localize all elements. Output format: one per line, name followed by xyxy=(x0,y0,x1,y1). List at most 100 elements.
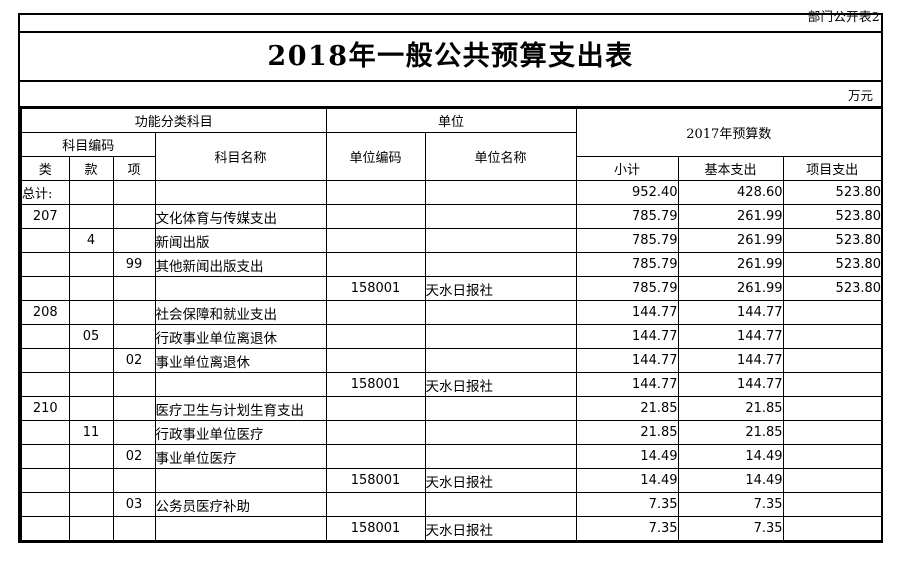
cell-unit-code: 158001 xyxy=(325,372,426,397)
header-subtotal: 小计 xyxy=(575,156,679,181)
budget-table: 功能分类科目 单位 2017年预算数 科目编码 科目名称 单位编码 单位名称 类… xyxy=(19,108,884,541)
cell-subtotal: 14.49 xyxy=(575,468,679,493)
cell-lei: 207 xyxy=(20,204,70,229)
cell-kuan xyxy=(68,348,114,373)
cell-project-expenditure xyxy=(782,444,884,469)
cell-subtotal: 144.77 xyxy=(575,372,679,397)
cell-project-expenditure xyxy=(782,468,884,493)
cell-kuan xyxy=(68,516,114,541)
header-basic-expenditure: 基本支出 xyxy=(677,156,784,181)
cell-kuan: 11 xyxy=(68,420,114,445)
cell-basic-expenditure: 144.77 xyxy=(677,324,784,349)
report-frame: 2018年一般公共预算支出表 万元 功能分类科目 单位 201 xyxy=(18,13,884,543)
cell-subtotal: 785.79 xyxy=(575,252,679,277)
cell-unit-name: 天水日报社 xyxy=(424,516,577,541)
cell-unit-name: 天水日报社 xyxy=(424,372,577,397)
header-unit-code: 单位编码 xyxy=(325,132,426,181)
cell-basic-expenditure: 14.49 xyxy=(677,444,784,469)
cell-subject-name: 新闻出版 xyxy=(154,228,327,253)
table-row: 208 社会保障和就业支出 144.77 144.77 xyxy=(20,300,884,325)
header-xiang: 项 xyxy=(112,156,156,181)
cell-xiang xyxy=(112,420,156,445)
table-row: 158001 天水日报社 7.35 7.35 xyxy=(20,516,884,541)
cell-kuan xyxy=(68,372,114,397)
cell-subtotal: 7.35 xyxy=(575,516,679,541)
cell-subject-name: 行政事业单位医疗 xyxy=(154,420,327,445)
cell-lei xyxy=(20,228,70,253)
cell-unit-code xyxy=(325,492,426,517)
cell-unit-name xyxy=(424,180,577,205)
cell-kuan xyxy=(68,396,114,421)
cell-basic-expenditure: 7.35 xyxy=(677,516,784,541)
cell-lei: 208 xyxy=(20,300,70,325)
unit-note: 万元 xyxy=(847,87,873,103)
top-spacer-band xyxy=(20,15,881,33)
table-head: 功能分类科目 单位 2017年预算数 科目编码 科目名称 单位编码 单位名称 类… xyxy=(19,108,884,181)
cell-unit-name: 天水日报社 xyxy=(424,276,577,301)
cell-subject-name: 公务员医疗补助 xyxy=(154,492,327,517)
cell-project-expenditure: 523.80 xyxy=(782,276,884,301)
cell-lei: 总计: xyxy=(20,180,70,205)
table-row: 03 公务员医疗补助 7.35 7.35 xyxy=(20,492,884,517)
cell-kuan xyxy=(68,252,114,277)
cell-lei xyxy=(20,492,70,517)
header-subject-name: 科目名称 xyxy=(154,132,327,181)
cell-xiang xyxy=(112,180,156,205)
cell-subtotal: 144.77 xyxy=(575,348,679,373)
cell-basic-expenditure: 428.60 xyxy=(677,180,784,205)
cell-basic-expenditure: 14.49 xyxy=(677,468,784,493)
cell-basic-expenditure: 261.99 xyxy=(677,228,784,253)
cell-unit-code xyxy=(325,324,426,349)
cell-unit-code: 158001 xyxy=(325,276,426,301)
cell-xiang xyxy=(112,300,156,325)
cell-basic-expenditure: 144.77 xyxy=(677,348,784,373)
cell-subtotal: 7.35 xyxy=(575,492,679,517)
cell-subject-name xyxy=(154,180,327,205)
cell-kuan: 4 xyxy=(68,228,114,253)
header-row-sub: 科目编码 科目名称 单位编码 单位名称 xyxy=(20,132,882,181)
cell-kuan xyxy=(68,180,114,205)
cell-xiang: 03 xyxy=(112,492,156,517)
cell-unit-code xyxy=(325,300,426,325)
cell-unit-code xyxy=(325,228,426,253)
header-kuan: 款 xyxy=(68,156,114,181)
cell-unit-name xyxy=(424,228,577,253)
cell-kuan xyxy=(68,276,114,301)
cell-unit-name xyxy=(424,396,577,421)
header-project-expenditure: 项目支出 xyxy=(782,156,884,181)
table-row: 总计: 952.40 428.60 523.80 xyxy=(20,180,884,205)
cell-xiang xyxy=(112,372,156,397)
cell-unit-name xyxy=(424,420,577,445)
cell-subtotal: 785.79 xyxy=(575,276,679,301)
cell-basic-expenditure: 261.99 xyxy=(677,252,784,277)
cell-subtotal: 952.40 xyxy=(575,180,679,205)
cell-basic-expenditure: 21.85 xyxy=(677,420,784,445)
cell-project-expenditure xyxy=(782,396,884,421)
cell-lei xyxy=(20,252,70,277)
cell-kuan xyxy=(68,492,114,517)
cell-kuan xyxy=(68,300,114,325)
cell-unit-code xyxy=(325,444,426,469)
cell-lei: 210 xyxy=(20,396,70,421)
table-row: 05 行政事业单位离退休 144.77 144.77 xyxy=(20,324,884,349)
cell-unit-name xyxy=(424,324,577,349)
cell-unit-code: 158001 xyxy=(325,468,426,493)
cell-subject-name: 社会保障和就业支出 xyxy=(154,300,327,325)
header-row-group: 功能分类科目 单位 2017年预算数 xyxy=(19,108,884,157)
table-body: 总计: 952.40 428.60 523.80 207 文化体育与传媒支出 785.79 2… xyxy=(20,180,884,541)
cell-unit-name xyxy=(424,444,577,469)
cell-unit-name xyxy=(424,348,577,373)
table-row: 158001 天水日报社 785.79 261.99 523.80 xyxy=(20,276,884,301)
cell-unit-code xyxy=(325,396,426,421)
cell-project-expenditure: 523.80 xyxy=(782,228,884,253)
cell-project-expenditure xyxy=(782,300,884,325)
cell-kuan xyxy=(68,468,114,493)
cell-project-expenditure xyxy=(782,324,884,349)
header-function-category: 功能分类科目 xyxy=(19,108,327,133)
cell-xiang xyxy=(112,204,156,229)
cell-lei xyxy=(20,468,70,493)
cell-project-expenditure xyxy=(782,516,884,541)
cell-xiang xyxy=(112,276,156,301)
cell-basic-expenditure: 261.99 xyxy=(677,204,784,229)
